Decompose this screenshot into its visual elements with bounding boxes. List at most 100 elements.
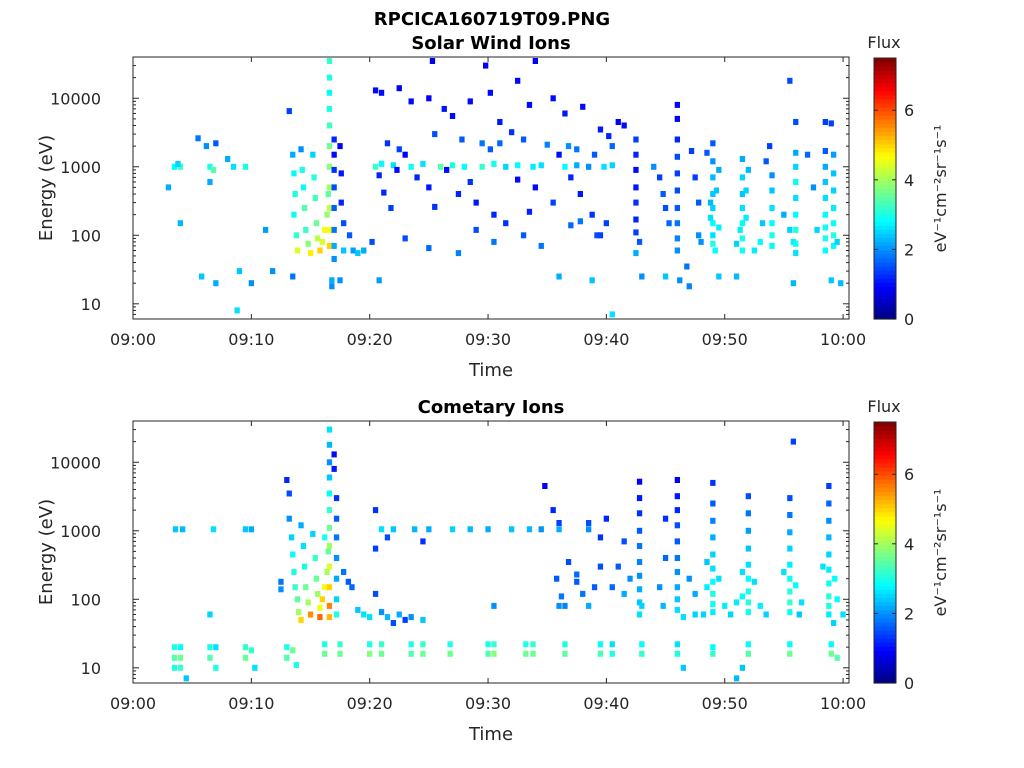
data-cell — [213, 280, 219, 287]
colorbar-swatch — [874, 253, 896, 259]
data-cell — [291, 211, 297, 218]
data-cell — [728, 611, 734, 618]
colorbar-swatch — [874, 270, 896, 275]
data-cell — [207, 644, 213, 651]
data-cell — [636, 510, 643, 517]
data-cell — [491, 160, 497, 167]
y-tick-label: 1000 — [60, 522, 101, 541]
colorbar-swatch — [874, 426, 896, 431]
colorbar-swatch — [874, 507, 896, 513]
data-cell — [692, 590, 698, 597]
data-cell — [674, 507, 680, 514]
data-cell — [426, 184, 432, 191]
colorbar-swatch — [874, 495, 896, 501]
data-cell — [826, 517, 832, 524]
data-cell — [674, 170, 680, 177]
colorbar-swatch — [874, 442, 896, 448]
data-cell — [394, 166, 400, 173]
data-cell — [704, 559, 710, 565]
data-cell — [310, 151, 316, 158]
data-cell — [326, 602, 333, 609]
data-cell — [361, 247, 367, 254]
data-cell — [312, 195, 318, 201]
data-cell — [420, 160, 426, 167]
x-tick-label: 09:50 — [702, 694, 748, 713]
data-cell — [831, 170, 837, 177]
data-cell — [372, 87, 379, 94]
data-cell — [556, 151, 562, 158]
x-tick-label: 10:00 — [820, 694, 866, 713]
data-cell — [467, 98, 473, 105]
data-cell — [609, 584, 615, 591]
panel-2: Cometary Ions 09:00 09:10 09:20 09:30 09:40 09… — [36, 397, 950, 745]
data-cell — [710, 500, 716, 507]
data-cell — [438, 163, 444, 170]
data-cell — [538, 242, 544, 249]
data-cell — [414, 174, 420, 181]
data-cell — [315, 235, 321, 242]
colorbar-swatch — [874, 589, 896, 594]
data-cell — [378, 89, 385, 96]
data-cell — [426, 95, 432, 102]
data-cell — [787, 226, 793, 233]
data-cell — [286, 515, 292, 522]
data-cell — [834, 238, 840, 245]
data-cell — [804, 151, 811, 158]
data-cell — [326, 58, 333, 64]
data-cell — [361, 611, 367, 618]
data-cell — [633, 184, 639, 191]
data-cell — [834, 654, 840, 661]
colorbar-swatch — [874, 585, 896, 590]
colorbar-swatch — [874, 556, 896, 562]
data-cell — [485, 526, 491, 533]
colorbar-swatch — [874, 78, 896, 84]
colorbar-swatch — [874, 642, 896, 647]
y-tick-label: 10 — [81, 295, 101, 314]
data-cell — [591, 584, 598, 591]
data-cell — [603, 220, 609, 227]
colorbar-swatch — [874, 286, 896, 292]
data-cell — [473, 199, 479, 206]
data-cell — [444, 166, 450, 173]
data-cell — [686, 283, 692, 290]
data-cell — [745, 588, 751, 595]
colorbar-swatch — [874, 282, 896, 287]
data-cell — [412, 526, 418, 533]
colorbar-swatch — [874, 674, 896, 680]
data-cell — [826, 566, 832, 573]
data-cell — [376, 172, 382, 179]
data-cell — [597, 232, 604, 239]
data-cell — [326, 507, 333, 514]
colorbar-swatch — [874, 310, 896, 316]
x-axis-label: Time — [468, 724, 513, 745]
data-cell — [322, 641, 328, 648]
data-cell — [609, 311, 615, 318]
data-cell — [657, 584, 663, 591]
data-cell — [326, 584, 333, 591]
data-cell — [674, 596, 680, 603]
data-cell — [621, 590, 627, 597]
data-cell — [337, 277, 343, 284]
data-cell — [713, 187, 720, 194]
data-cell — [662, 555, 669, 561]
data-cell — [704, 149, 710, 156]
data-cell — [326, 105, 333, 112]
data-cell — [402, 151, 408, 158]
data-cell — [376, 277, 382, 284]
data-cell — [171, 163, 178, 170]
data-cell — [326, 74, 333, 81]
colorbar-swatch — [874, 135, 896, 141]
data-cell — [526, 208, 533, 215]
colorbar-swatch — [874, 298, 896, 304]
colorbar-swatch — [874, 306, 896, 312]
data-cell — [420, 641, 426, 648]
colorbar: Flux 0 2 4 6 eV⁻¹cm⁻²sr⁻¹s⁻¹ — [867, 33, 950, 329]
data-cell — [822, 235, 828, 242]
data-cell — [636, 572, 643, 579]
y-tick-label: 100 — [70, 590, 101, 609]
colorbar-swatch — [874, 70, 896, 75]
data-cell — [710, 644, 716, 651]
data-cell — [333, 495, 340, 502]
data-cell — [338, 170, 344, 177]
colorbar-swatch — [874, 159, 896, 165]
